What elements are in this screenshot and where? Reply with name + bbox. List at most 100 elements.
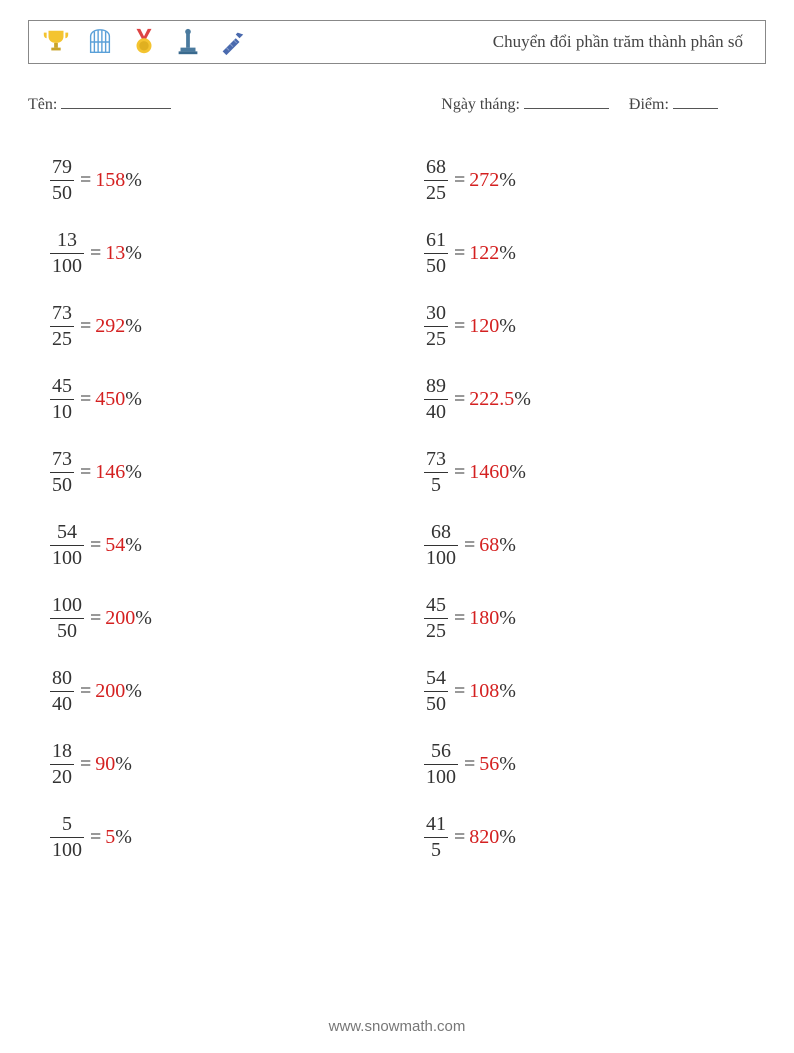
fraction: 54100 [50,521,84,570]
problem-row: 5450=108% [402,655,766,728]
problem-row: 56100=56% [402,728,766,801]
equals-sign: = [454,826,465,849]
answer-value: 450 [95,388,125,411]
fraction: 735 [424,448,448,497]
date-blank [524,92,609,109]
fraction: 56100 [424,740,458,789]
percent-sign: % [115,753,132,776]
problem-row: 10050=200% [28,582,392,655]
equals-sign: = [454,680,465,703]
fraction-denominator: 100 [424,547,458,570]
answer-value: 272 [469,169,499,192]
fraction-numerator: 73 [424,448,448,471]
answer-value: 146 [95,461,125,484]
percent-sign: % [509,461,526,484]
equals-sign: = [90,826,101,849]
fraction: 5450 [424,667,448,716]
percent-sign: % [125,388,142,411]
problem-row: 6825=272% [402,144,766,217]
fraction-bar [424,326,448,327]
fraction-bar [424,691,448,692]
equals-sign: = [464,753,475,776]
meta-row: Tên: Ngày tháng: Điểm: [28,92,766,114]
equals-sign: = [80,461,91,484]
percent-sign: % [125,534,142,557]
answer-value: 180 [469,607,499,630]
percent-sign: % [499,315,516,338]
answer-value: 820 [469,826,499,849]
fraction-denominator: 40 [424,401,448,424]
carrot-icon [217,27,247,57]
percent-sign: % [125,169,142,192]
percent-sign: % [499,607,516,630]
problem-row: 7350=146% [28,436,392,509]
equals-sign: = [454,169,465,192]
problem-row: 68100 =68% [402,509,766,582]
problem-row: 415 =820% [402,801,766,874]
answer-value: 222.5 [469,388,514,411]
fraction-bar [50,253,84,254]
fraction: 8940 [424,375,448,424]
equals-sign: = [80,315,91,338]
equals-sign: = [90,534,101,557]
fraction-numerator: 56 [429,740,453,763]
fraction-numerator: 100 [50,594,84,617]
score-blank [673,92,718,109]
problem-row: 5100=5% [28,801,392,874]
fraction: 6150 [424,229,448,278]
percent-sign: % [499,169,516,192]
equals-sign: = [90,607,101,630]
medal-icon [129,27,159,57]
fraction-numerator: 68 [424,156,448,179]
fraction: 7325 [50,302,74,351]
fraction-numerator: 54 [55,521,79,544]
footer-url: www.snowmath.com [0,1018,794,1035]
answer-value: 292 [95,315,125,338]
fraction: 415 [424,813,448,862]
fraction: 13100 [50,229,84,278]
problem-row: 7325 =292% [28,290,392,363]
fraction-denominator: 25 [424,328,448,351]
fraction-numerator: 13 [55,229,79,252]
fraction: 68100 [424,521,458,570]
answer-value: 68 [479,534,499,557]
problem-row: 3025=120% [402,290,766,363]
fraction-bar [50,837,84,838]
problem-row: 735=1460% [402,436,766,509]
fraction-bar [424,180,448,181]
fraction-bar [424,545,458,546]
percent-sign: % [499,534,516,557]
header-icons [41,27,247,57]
equals-sign: = [90,242,101,265]
fraction-bar [424,472,448,473]
fraction-bar [50,180,74,181]
answer-value: 1460 [469,461,509,484]
problem-row: 1820=90% [28,728,392,801]
equals-sign: = [454,461,465,484]
fraction-denominator: 40 [50,693,74,716]
fraction-denominator: 100 [50,255,84,278]
percent-sign: % [499,826,516,849]
fraction-denominator: 25 [50,328,74,351]
problems-grid: 7950=158%13100=13%7325=292%4510=450%7350… [28,144,766,874]
percent-sign: % [125,315,142,338]
fraction-denominator: 5 [429,474,443,497]
problem-row: 4525=180% [402,582,766,655]
answer-value: 120 [469,315,499,338]
problems-column-right: 6825=272%6150=122%3025=120%8940=222.5%73… [402,144,766,874]
worksheet-header: Chuyển đổi phần trăm thành phân số [28,20,766,64]
fraction-denominator: 5 [429,839,443,862]
trophy-icon [41,27,71,57]
problem-row: 4510=450% [28,363,392,436]
answer-value: 122 [469,242,499,265]
fraction-numerator: 30 [424,302,448,325]
fraction-numerator: 73 [50,448,74,471]
answer-value: 200 [105,607,135,630]
fraction-numerator: 61 [424,229,448,252]
fraction: 4510 [50,375,74,424]
percent-sign: % [135,607,152,630]
percent-sign: % [499,680,516,703]
equals-sign: = [464,534,475,557]
fraction-denominator: 50 [424,255,448,278]
name-label: Tên: [28,96,57,113]
